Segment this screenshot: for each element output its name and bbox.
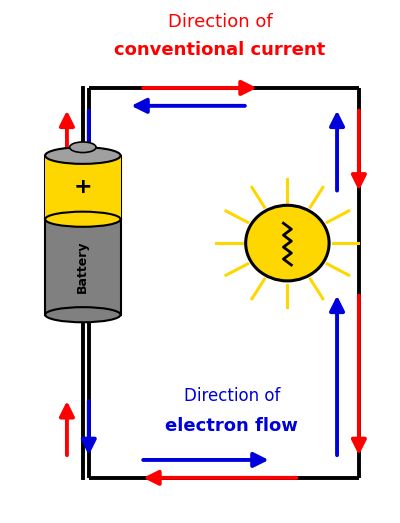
Text: Battery: Battery [76, 241, 89, 293]
Ellipse shape [45, 307, 120, 322]
Ellipse shape [45, 147, 120, 164]
Text: Direction of: Direction of [168, 13, 272, 31]
Polygon shape [45, 155, 120, 219]
Ellipse shape [246, 206, 329, 281]
Text: +: + [74, 177, 92, 197]
Text: conventional current: conventional current [114, 41, 326, 59]
Text: electron flow: electron flow [165, 417, 298, 435]
Ellipse shape [70, 142, 96, 153]
Ellipse shape [45, 212, 120, 227]
Text: Direction of: Direction of [184, 387, 280, 405]
Polygon shape [45, 155, 120, 315]
